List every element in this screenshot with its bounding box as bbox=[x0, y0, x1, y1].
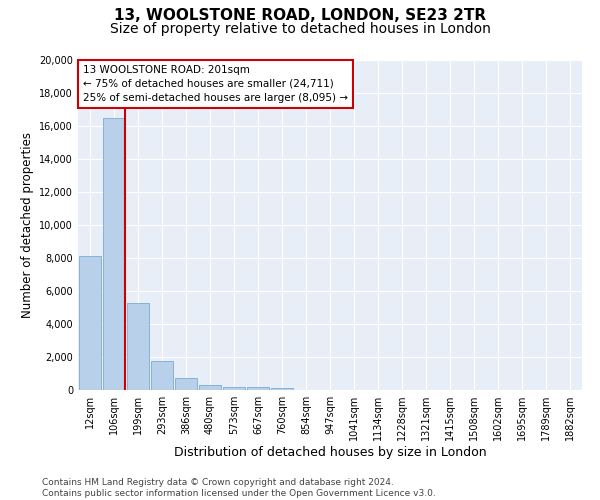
Text: 13, WOOLSTONE ROAD, LONDON, SE23 2TR: 13, WOOLSTONE ROAD, LONDON, SE23 2TR bbox=[114, 8, 486, 22]
Bar bbox=[79, 256, 101, 390]
Bar bbox=[151, 361, 173, 390]
Bar bbox=[127, 302, 149, 390]
Bar bbox=[247, 387, 269, 390]
Bar bbox=[199, 384, 221, 390]
X-axis label: Distribution of detached houses by size in London: Distribution of detached houses by size … bbox=[173, 446, 487, 459]
Text: 13 WOOLSTONE ROAD: 201sqm
← 75% of detached houses are smaller (24,711)
25% of s: 13 WOOLSTONE ROAD: 201sqm ← 75% of detac… bbox=[83, 65, 348, 103]
Bar bbox=[103, 118, 125, 390]
Text: Size of property relative to detached houses in London: Size of property relative to detached ho… bbox=[110, 22, 490, 36]
Bar bbox=[223, 386, 245, 390]
Text: Contains HM Land Registry data © Crown copyright and database right 2024.
Contai: Contains HM Land Registry data © Crown c… bbox=[42, 478, 436, 498]
Bar bbox=[175, 378, 197, 390]
Y-axis label: Number of detached properties: Number of detached properties bbox=[21, 132, 34, 318]
Bar bbox=[271, 388, 293, 390]
